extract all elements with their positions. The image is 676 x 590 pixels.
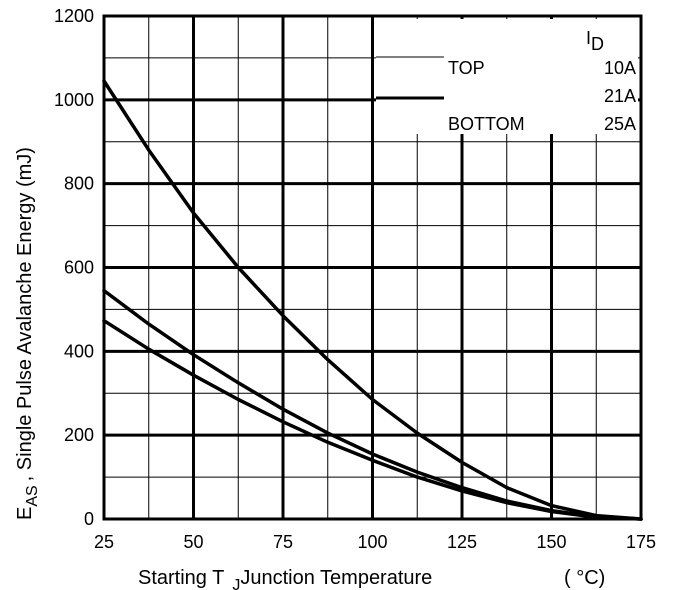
legend-header: ID	[586, 28, 604, 54]
x-tick-label: 50	[183, 532, 203, 552]
x-tick-label: 75	[273, 532, 293, 552]
x-axis-unit: ( °C)	[564, 567, 605, 589]
y-axis-title-rest: , Single Pulse Avalanche Energy (mJ)	[14, 147, 36, 481]
legend-header-subscript: D	[591, 34, 604, 54]
x-axis-title-main: Starting T	[138, 567, 224, 589]
y-tick-label: 1000	[54, 90, 94, 110]
x-axis-title-subscript: J	[232, 577, 240, 590]
legend-row-label: BOTTOM	[448, 114, 525, 134]
series-line-10a	[102, 79, 643, 521]
legend-row-value: 21A	[604, 86, 636, 106]
x-tick-label: 125	[447, 532, 477, 552]
series-lines	[102, 79, 643, 521]
plot-frame	[102, 14, 643, 521]
x-tick-label: 150	[536, 532, 566, 552]
legend-row-value: 25A	[604, 114, 636, 134]
series-line-25a	[102, 318, 643, 521]
legend-header-main: I	[586, 28, 591, 48]
y-axis-title-subscript: AS	[24, 485, 41, 506]
y-tick-label: 400	[64, 341, 94, 361]
legend-background	[376, 19, 638, 134]
x-axis-title-rest: Junction Temperature	[240, 567, 432, 589]
y-axis-title-main: E	[14, 507, 36, 520]
x-tick-label: 100	[357, 532, 387, 552]
y-tick-label: 800	[64, 174, 94, 194]
legend-row-value: 10A	[604, 58, 636, 78]
legend: ID TOP 10A 21A BOTTOM 25A	[376, 19, 638, 134]
legend-row-label: TOP	[448, 58, 485, 78]
plot-border	[102, 14, 643, 521]
x-tick-labels: 25 50 75 100 125 150 175	[94, 532, 656, 552]
y-tick-label: 0	[84, 509, 94, 529]
y-tick-labels: 0 200 400 600 800 1000 1200	[54, 6, 94, 529]
y-tick-label: 200	[64, 425, 94, 445]
x-tick-label: 175	[626, 532, 656, 552]
y-tick-label: 600	[64, 258, 94, 278]
y-tick-label: 1200	[54, 6, 94, 26]
y-axis-title: EAS , Single Pulse Avalanche Energy (mJ)	[14, 147, 41, 520]
x-axis-title: Starting T JJunction Temperature	[138, 567, 432, 590]
x-tick-label: 25	[94, 532, 114, 552]
